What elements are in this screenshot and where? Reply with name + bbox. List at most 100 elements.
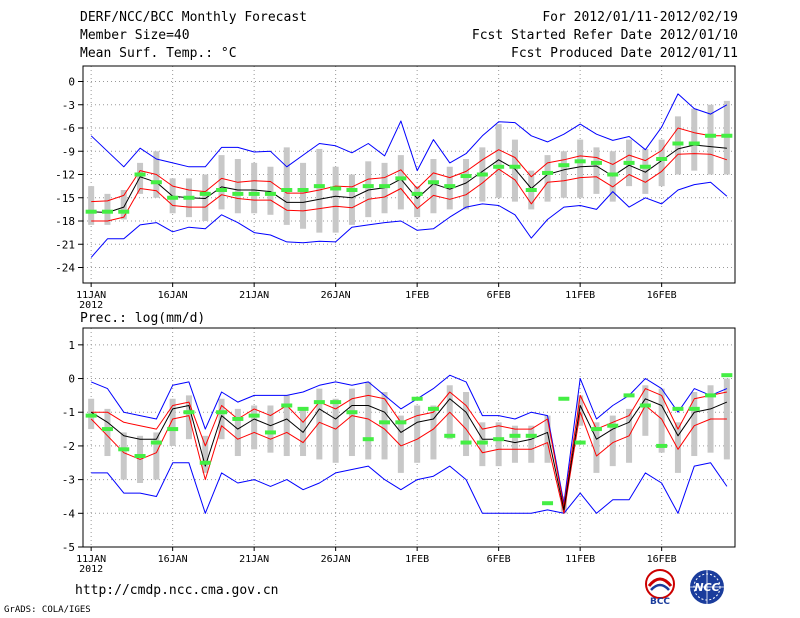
prec-member-box-19 (397, 415, 404, 473)
prec-climate-mark-14 (313, 400, 325, 405)
prec-climate-mark-26 (509, 433, 521, 438)
temp-climate-mark-37 (688, 141, 700, 146)
temp-climate-mark-26 (509, 164, 521, 169)
prec-climate-mark-13 (297, 406, 309, 411)
temp-member-box-28 (544, 155, 551, 202)
prec-xtick-label-3: 26JAN (321, 554, 351, 565)
prec-climate-mark-38 (705, 393, 717, 398)
prec-xtick-label-5: 6FEB (487, 554, 511, 565)
prec-climate-mark-34 (639, 403, 651, 408)
temp-ytick-label-1: -3 (62, 99, 75, 112)
prec-climate-mark-37 (688, 406, 700, 411)
temp-climate-mark-4 (150, 180, 162, 185)
prec-climate-mark-19 (395, 420, 407, 425)
temp-xtick-label-6: 11FEB (565, 290, 595, 301)
temp-climate-mark-39 (721, 133, 733, 138)
temp-climate-mark-2 (118, 209, 130, 214)
temp-climate-mark-14 (313, 184, 325, 189)
temp-member-box-34 (642, 148, 649, 194)
prec-member-box-9 (234, 408, 241, 457)
prec-climate-mark-7 (199, 460, 211, 465)
prec-climate-mark-29 (558, 396, 570, 401)
temp-member-box-30 (577, 139, 584, 198)
temp-member-box-11 (267, 166, 274, 215)
prec-climate-mark-33 (623, 393, 635, 398)
temp-climate-mark-13 (297, 188, 309, 192)
temp-plot-frame (82, 65, 736, 284)
prec-climate-mark-8 (216, 410, 228, 415)
prec-climate-mark-35 (656, 443, 668, 448)
temp-member-box-7 (202, 174, 209, 221)
temp-climate-mark-28 (542, 170, 554, 175)
prec-climate-mark-30 (574, 440, 586, 445)
website-url[interactable]: http://cmdp.ncc.cma.gov.cn (75, 583, 279, 598)
prec-member-box-7 (202, 435, 209, 473)
prec-member-box-31 (593, 422, 600, 473)
prec-member-box-27 (528, 425, 535, 463)
temp-min-line (90, 181, 728, 258)
temp-ensemble-mean-line (91, 144, 727, 213)
prec-ytick-label-1: 0 (68, 373, 75, 386)
prec-xtick-year-0: 2012 (79, 564, 103, 575)
prec-climate-mark-2 (118, 447, 130, 452)
temp-member-box-10 (251, 162, 258, 214)
prec-xtick-label-4: 1FEB (405, 554, 429, 565)
prec-climate-mark-24 (476, 440, 488, 445)
prec-ensemble-mean-line (90, 398, 728, 511)
prec-ytick-label-2: -1 (62, 406, 75, 419)
temp-climate-mark-31 (590, 160, 602, 165)
temp-climate-mark-7 (199, 191, 211, 196)
prec-member-box-12 (283, 395, 290, 457)
temp-climate-mark-29 (558, 163, 570, 168)
temp-member-box-12 (283, 147, 290, 225)
prec-climate-mark-1 (101, 427, 113, 432)
temp-member-box-16 (348, 174, 355, 225)
temp-member-box-14 (316, 148, 323, 233)
prec-member-box-16 (348, 388, 355, 457)
temp-climate-mark-27 (525, 188, 537, 192)
temp-xtick-label-1: 16JAN (158, 290, 188, 301)
prec-xtick-label-2: 21JAN (239, 554, 269, 565)
prec-max-line (91, 374, 728, 504)
prec-climate-mark-32 (607, 423, 619, 428)
temp-climate-mark-1 (101, 209, 113, 214)
temp-member-box-20 (414, 186, 421, 218)
temp-climate-mark-11 (264, 191, 276, 196)
temp-climate-mark-17 (362, 184, 374, 189)
temp-ytick-label-5: -15 (55, 192, 75, 205)
forecast-produced-date: Fcst Produced Date 2012/01/11 (511, 46, 738, 61)
temp-member-box-23 (463, 159, 470, 210)
prec-climate-mark-16 (346, 410, 358, 415)
prec-xtick-label-7: 16FEB (647, 554, 677, 565)
prec-xtick-label-1: 16JAN (158, 554, 188, 565)
temp-member-box-35 (658, 139, 665, 187)
temp-climate-mark-33 (623, 160, 635, 165)
prec-climate-mark-27 (525, 433, 537, 438)
prec-climate-mark-6 (183, 410, 195, 415)
temp-ytick-label-2: -6 (62, 122, 75, 135)
prec-climate-mark-0 (85, 413, 97, 418)
temp-member-box-1 (104, 193, 111, 225)
prec-member-box-34 (642, 385, 649, 436)
prec-member-box-20 (414, 405, 421, 463)
prec-ytick-label-3: -2 (62, 440, 75, 453)
temp-member-box-29 (560, 151, 567, 198)
temp-member-box-9 (234, 159, 241, 214)
grads-credit: GrADS: COLA/IGES (4, 605, 91, 615)
prec-member-box-23 (463, 392, 470, 457)
prec-climate-mark-4 (150, 440, 162, 445)
prec-climate-mark-25 (493, 437, 505, 442)
temp-xtick-label-4: 1FEB (405, 290, 429, 301)
prec-climate-mark-3 (134, 454, 146, 459)
prec-member-box-37 (691, 392, 698, 457)
temp-climate-mark-24 (476, 172, 488, 177)
temp-climate-mark-5 (167, 195, 179, 200)
temp-climate-mark-8 (216, 188, 228, 192)
prec-climate-mark-39 (721, 373, 733, 378)
prec-member-box-18 (381, 392, 388, 460)
member-size-label: Member Size=40 (80, 28, 190, 43)
prec-ytick-label-0: 1 (68, 339, 75, 352)
temp-member-box-17 (365, 161, 372, 218)
prec-climate-mark-17 (362, 437, 374, 442)
